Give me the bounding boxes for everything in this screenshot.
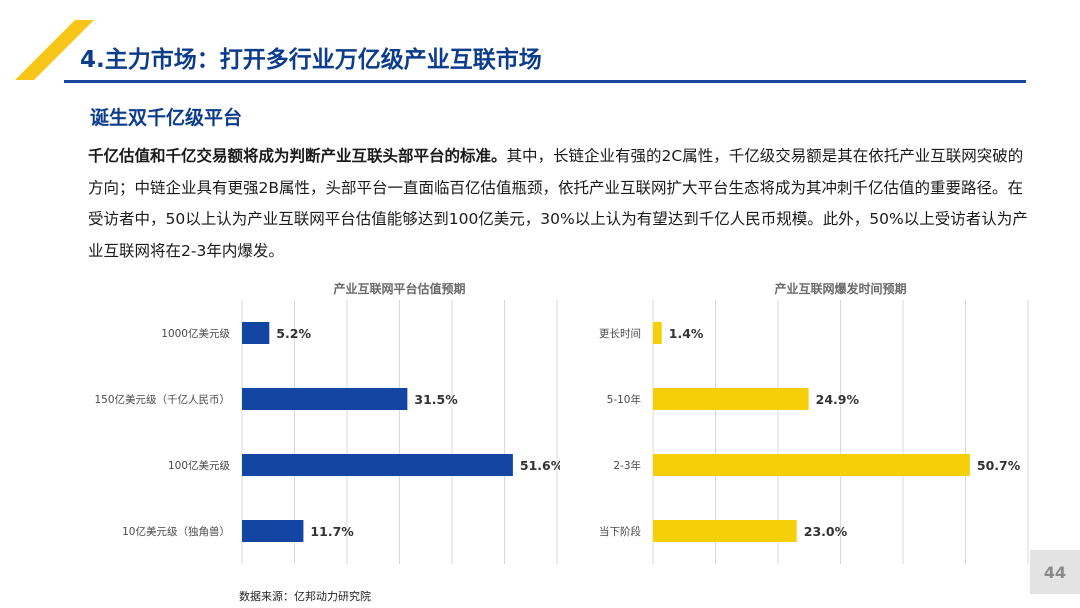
data-label: 1.4% bbox=[669, 326, 704, 341]
chart-title: 产业互联网平台估值预期 bbox=[333, 281, 465, 296]
category-label: 100亿美元级 bbox=[168, 459, 231, 472]
category-label: 2-3年 bbox=[613, 459, 641, 472]
bar bbox=[653, 388, 809, 410]
category-label: 更长时间 bbox=[599, 327, 641, 340]
bar bbox=[242, 520, 304, 542]
category-label: 当下阶段 bbox=[599, 525, 641, 538]
title-divider bbox=[64, 80, 1026, 83]
data-label: 50.7% bbox=[977, 458, 1021, 473]
bar bbox=[653, 520, 797, 542]
bar bbox=[242, 388, 408, 410]
category-label: 1000亿美元级 bbox=[161, 327, 230, 340]
data-label: 23.0% bbox=[804, 524, 848, 539]
outbreak-time-chart: 产业互联网爆发时间预期更长时间 1.4% 5-10年 24.9% 2-3年 50.7% 当下… bbox=[575, 278, 1030, 568]
data-label: 51.6% bbox=[520, 458, 560, 473]
body-paragraph-rest: 其中，长链企业有强的2C属性，千亿级交易额是其在依托产业互联网突破的方向；中链企… bbox=[88, 147, 1028, 260]
bar bbox=[242, 454, 513, 476]
body-paragraph-lead: 千亿估值和千亿交易额将成为判断产业互联头部平台的标准。 bbox=[88, 147, 507, 165]
bar bbox=[653, 322, 662, 344]
bar bbox=[242, 322, 270, 344]
valuation-chart-svg: 产业互联网平台估值预期 1000亿美元级 5.2% 150亿美元级（千亿人民币） 31.… bbox=[94, 281, 560, 564]
data-label: 31.5% bbox=[414, 392, 458, 407]
data-source-note: 数据来源：亿邦动力研究院 bbox=[239, 590, 371, 603]
data-label: 24.9% bbox=[816, 392, 860, 407]
bar bbox=[653, 454, 970, 476]
category-label: 10亿美元级（独角兽） bbox=[122, 525, 230, 538]
page-title: 4.主力市场：打开多行业万亿级产业互联市场 bbox=[80, 47, 542, 73]
data-label: 11.7% bbox=[310, 524, 354, 539]
section-subtitle: 诞生双千亿级平台 bbox=[90, 107, 243, 129]
corner-stripe-decoration bbox=[15, 20, 94, 80]
data-label: 5.2% bbox=[276, 326, 311, 341]
chart-title: 产业互联网爆发时间预期 bbox=[774, 281, 906, 296]
category-label: 5-10年 bbox=[607, 393, 641, 406]
valuation-expectation-chart: 产业互联网平台估值预期 1000亿美元级 5.2% 150亿美元级（千亿人民币） 31.… bbox=[60, 278, 560, 568]
page-number: 44 bbox=[1030, 550, 1080, 594]
category-label: 150亿美元级（千亿人民币） bbox=[94, 393, 230, 406]
body-paragraph: 千亿估值和千亿交易额将成为判断产业互联头部平台的标准。其中，长链企业有强的2C属… bbox=[88, 141, 1033, 267]
